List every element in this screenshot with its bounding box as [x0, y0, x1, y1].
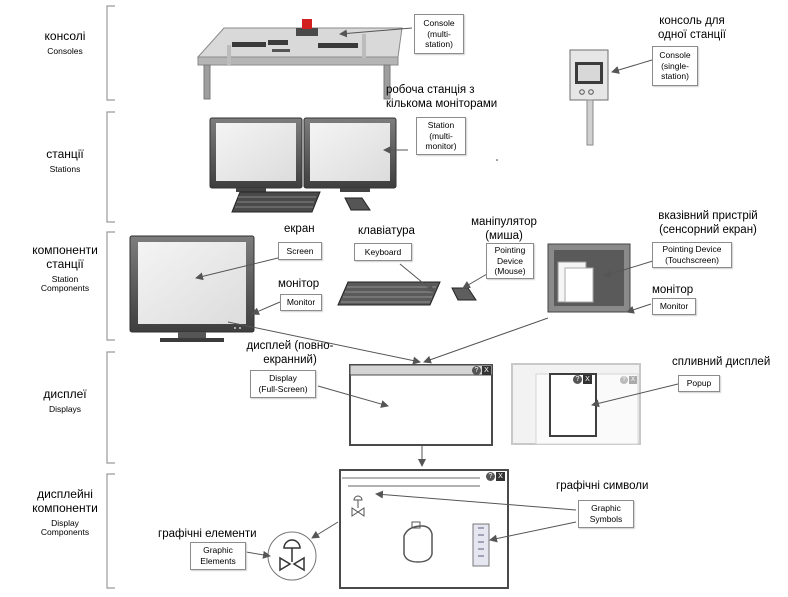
label-console-single: Console (single- station) — [652, 46, 698, 86]
label-console-single-text: Console (single- station) — [659, 50, 691, 82]
graphic-element-valve-symbol — [267, 531, 317, 581]
label-mouse-text: Pointing Device (Mouse) — [494, 245, 526, 277]
caption-graphic-symbols: графічні символи — [556, 480, 649, 492]
label-popup-text: Popup — [686, 378, 712, 389]
popup-bg-close-button: X — [629, 376, 637, 384]
label-monitor-left: Monitor — [280, 294, 322, 311]
connector-arrows — [195, 256, 679, 559]
touchscreen-illustration — [547, 243, 631, 313]
caption-mouse: маніпулятор (миша) — [471, 216, 537, 242]
components-window-help-button[interactable]: ? — [486, 472, 495, 481]
popup-close-button[interactable]: X — [583, 375, 592, 384]
label-display-full-text: Display (Full-Screen) — [258, 373, 308, 394]
caption-graphic-elements: графічні елементи — [158, 528, 257, 540]
caption-full-display: дисплей (повно- екранний) — [246, 340, 334, 366]
label-keyboard: Keyboard — [354, 243, 412, 261]
label-monitor-right-text: Monitor — [659, 301, 689, 312]
category-consoles-en: Consoles — [47, 45, 83, 56]
category-displays: дисплеї Displays — [30, 387, 100, 415]
caption-popup-display: спливний дисплей — [672, 356, 771, 368]
category-stations: станції Stations — [30, 147, 100, 175]
full-screen-display-window — [349, 364, 493, 446]
label-touchscreen-text: Pointing Device (Touchscreen) — [662, 244, 722, 265]
label-screen: Screen — [278, 242, 322, 260]
label-graphic-symbols-text: Graphic Symbols — [589, 503, 623, 524]
category-station-components-en: Station Components — [40, 273, 90, 294]
full-display-help-button[interactable]: ? — [472, 366, 481, 375]
console-table-illustration — [196, 19, 413, 100]
label-display-full: Display (Full-Screen) — [250, 370, 316, 398]
label-station-multi: Station (multi- monitor) — [416, 117, 466, 155]
popup-bg-help-button: ? — [620, 376, 628, 384]
popup-help-button[interactable]: ? — [573, 375, 582, 384]
popup-display-window — [511, 363, 641, 445]
category-displays-ua: дисплеї — [43, 387, 87, 401]
mouse-illustration — [451, 287, 477, 301]
category-stations-ua: станції — [46, 147, 84, 161]
label-graphic-elements: Graphic Elements — [190, 542, 246, 570]
category-station-components: компоненти станції Station Components — [24, 243, 106, 294]
caption-monitor-left: монітор — [278, 278, 320, 290]
category-display-components: дисплейні компоненти Display Components — [24, 487, 106, 538]
category-displays-en: Displays — [48, 403, 82, 414]
display-components-window — [339, 469, 509, 589]
label-screen-text: Screen — [286, 245, 314, 256]
label-keyboard-text: Keyboard — [364, 246, 402, 257]
label-graphic-elements-text: Graphic Elements — [200, 545, 236, 566]
category-consoles-ua: консолі — [44, 29, 86, 43]
category-display-components-ua: дисплейні компоненти — [32, 487, 98, 515]
caption-screen: екран — [284, 223, 315, 235]
label-monitor-right: Monitor — [652, 298, 696, 315]
caption-keyboard: клавіатура — [358, 225, 415, 237]
station-monitor-illustration — [129, 235, 255, 342]
label-monitor-left-text: Monitor — [286, 297, 316, 308]
full-display-close-button[interactable]: X — [482, 366, 491, 375]
keyboard-illustration — [337, 281, 441, 306]
category-stations-en: Stations — [49, 163, 81, 174]
label-mouse: Pointing Device (Mouse) — [486, 243, 534, 279]
label-console-multi-text: Console (multi- station) — [423, 18, 455, 50]
caption-monitor-right: монітор — [652, 284, 694, 296]
label-graphic-symbols: Graphic Symbols — [578, 500, 634, 528]
label-station-multi-text: Station (multi- monitor) — [425, 120, 457, 152]
category-consoles: консолі Consoles — [30, 29, 100, 57]
multi-monitor-station-illustration — [209, 117, 498, 213]
caption-single-console: консоль для одної станції — [658, 15, 726, 41]
category-station-components-ua: компоненти станції — [32, 243, 98, 271]
caption-multi-monitor: робоча станція з кількома моніторами — [386, 84, 498, 110]
label-popup: Popup — [678, 375, 720, 392]
label-touchscreen: Pointing Device (Touchscreen) — [652, 242, 732, 268]
caption-pointing-device: вказівний пристрій (сенсорний екран) — [658, 210, 758, 236]
single-console-illustration — [569, 49, 653, 146]
category-brackets — [106, 5, 115, 589]
label-console-multi: Console (multi- station) — [414, 14, 464, 54]
components-window-close-button[interactable]: X — [496, 472, 505, 481]
category-display-components-en: Display Components — [40, 517, 90, 538]
